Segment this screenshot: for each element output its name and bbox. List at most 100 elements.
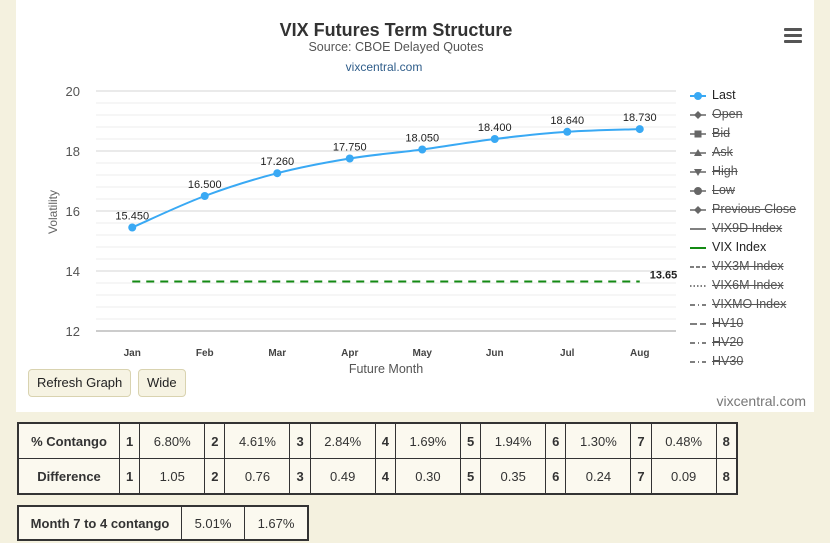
last-data-label: 18.730: [623, 112, 657, 124]
legend-item[interactable]: VIX3M Index: [690, 257, 814, 276]
last-data-point: [635, 125, 644, 134]
month-num: 4: [374, 422, 396, 459]
legend-label: Previous Close: [712, 202, 797, 216]
circle-line-legend-icon: [690, 187, 706, 195]
difference-value: 0.76: [224, 458, 291, 495]
square-line-legend-icon: [690, 130, 706, 138]
x-axis: Jan Feb Mar Apr May Jun Jul Aug: [124, 348, 650, 359]
legend-label: VIXMO Index: [712, 297, 787, 311]
longdash-legend-icon: [690, 323, 706, 325]
refresh-graph-button[interactable]: Refresh Graph: [28, 369, 132, 397]
month7-4-percent: 5.01%: [181, 505, 245, 541]
legend-item[interactable]: VIX Index: [690, 238, 814, 257]
last-data-point: [345, 154, 354, 163]
legend-label: HV20: [712, 335, 744, 349]
y-tick-label: 16: [66, 204, 80, 219]
legend-label: VIX Index: [712, 240, 767, 254]
month-num: 5: [459, 422, 482, 459]
difference-label: Difference: [17, 458, 120, 495]
solid-legend-icon: [690, 228, 706, 230]
dashdot-legend-icon: [690, 361, 706, 363]
month-num: 2: [204, 458, 226, 495]
triangle-down-line-legend-icon: [690, 169, 706, 176]
contango-value: 4.61%: [224, 422, 291, 459]
y-tick-label: 12: [66, 324, 80, 339]
legend-label: Ask: [712, 145, 733, 159]
hamburger-menu-icon[interactable]: [784, 28, 802, 44]
legend-item[interactable]: High: [690, 162, 814, 181]
chart-credit[interactable]: vixcentral.com: [716, 393, 806, 409]
last-data-label: 18.400: [478, 122, 512, 134]
difference-value: 0.30: [394, 458, 461, 495]
legend: Last Open Bid Ask High Low Previous Close VIX9D…: [690, 86, 814, 371]
month-num: 1: [118, 422, 141, 459]
legend-label: Open: [712, 107, 743, 121]
dash-legend-icon: [690, 266, 706, 268]
solid-legend-icon: [690, 247, 706, 249]
chart-subtitle: Source: CBOE Delayed Quotes: [308, 40, 483, 54]
legend-item[interactable]: VIX6M Index: [690, 276, 814, 295]
legend-item[interactable]: VIX9D Index: [690, 219, 814, 238]
last-data-point: [418, 145, 427, 154]
diamond-line-legend-icon: [690, 206, 706, 214]
circle-line-legend-icon: [690, 92, 706, 100]
last-data-label: 16.500: [188, 179, 222, 191]
legend-item[interactable]: HV30: [690, 352, 814, 371]
legend-item[interactable]: VIXMO Index: [690, 295, 814, 314]
legend-item[interactable]: Ask: [690, 143, 814, 162]
legend-item[interactable]: HV20: [690, 333, 814, 352]
month-num: 3: [289, 422, 311, 459]
vix-index-label: 13.65: [650, 270, 678, 282]
legend-label: VIX6M Index: [712, 278, 784, 292]
chart-panel: VIX Futures Term Structure Source: CBOE …: [16, 0, 814, 412]
difference-value: 0.24: [565, 458, 632, 495]
x-tick-label: Jun: [486, 348, 504, 359]
last-data-label: 17.750: [333, 142, 367, 154]
legend-item[interactable]: Open: [690, 105, 814, 124]
x-tick-label: Feb: [196, 348, 214, 359]
last-data-point: [200, 192, 209, 200]
difference-row: Difference 1 1.05 2 0.76 3 0.49 4 0.30 5…: [17, 458, 738, 495]
contango-value: 1.69%: [394, 422, 461, 459]
legend-item[interactable]: Last: [690, 86, 814, 105]
chart-title: VIX Futures Term Structure: [280, 20, 513, 40]
legend-label: High: [712, 164, 738, 178]
legend-label: Low: [712, 183, 735, 197]
dashdot-legend-icon: [690, 342, 706, 344]
legend-item[interactable]: Previous Close: [690, 200, 814, 219]
chart-svg: VIX Futures Term Structure Source: CBOE …: [46, 20, 678, 376]
contango-value: 0.48%: [650, 422, 717, 459]
y-axis: 12 14 16 18 20: [66, 84, 80, 339]
month-num: 8: [715, 422, 738, 459]
difference-value: 0.09: [650, 458, 717, 495]
legend-item[interactable]: HV10: [690, 314, 814, 333]
triangle-line-legend-icon: [690, 149, 706, 156]
contango-value: 1.30%: [565, 422, 632, 459]
month-num: 6: [545, 422, 567, 459]
last-data-label: 18.050: [405, 133, 439, 145]
wide-button[interactable]: Wide: [138, 369, 186, 397]
contango-value: 1.94%: [480, 422, 547, 459]
difference-value: 0.35: [480, 458, 547, 495]
y-tick-label: 18: [66, 144, 80, 159]
x-tick-label: Apr: [341, 348, 358, 359]
grid: [96, 90, 676, 332]
last-data-label: 15.450: [115, 211, 149, 223]
month-num: 7: [630, 422, 652, 459]
y-axis-title: Volatility: [46, 190, 60, 234]
chart-link[interactable]: vixcentral.com: [346, 60, 423, 74]
x-axis-title: Future Month: [349, 362, 423, 376]
month-num: 4: [374, 458, 396, 495]
x-tick-label: Jan: [124, 348, 141, 359]
last-series-line: [131, 128, 640, 229]
legend-label: VIX3M Index: [712, 259, 784, 273]
last-data-point: [563, 127, 572, 136]
series-layer: 13.65 15.450 16.500 17.260 17.750 18.050 18.40…: [115, 112, 678, 283]
y-tick-label: 20: [66, 84, 80, 99]
month7-4-row: Month 7 to 4 contango 5.01% 1.67%: [17, 505, 309, 541]
month-num: 2: [204, 422, 226, 459]
legend-item[interactable]: Low: [690, 181, 814, 200]
legend-label: VIX9D Index: [712, 221, 783, 235]
legend-item[interactable]: Bid: [690, 124, 814, 143]
legend-label: HV30: [712, 354, 744, 368]
